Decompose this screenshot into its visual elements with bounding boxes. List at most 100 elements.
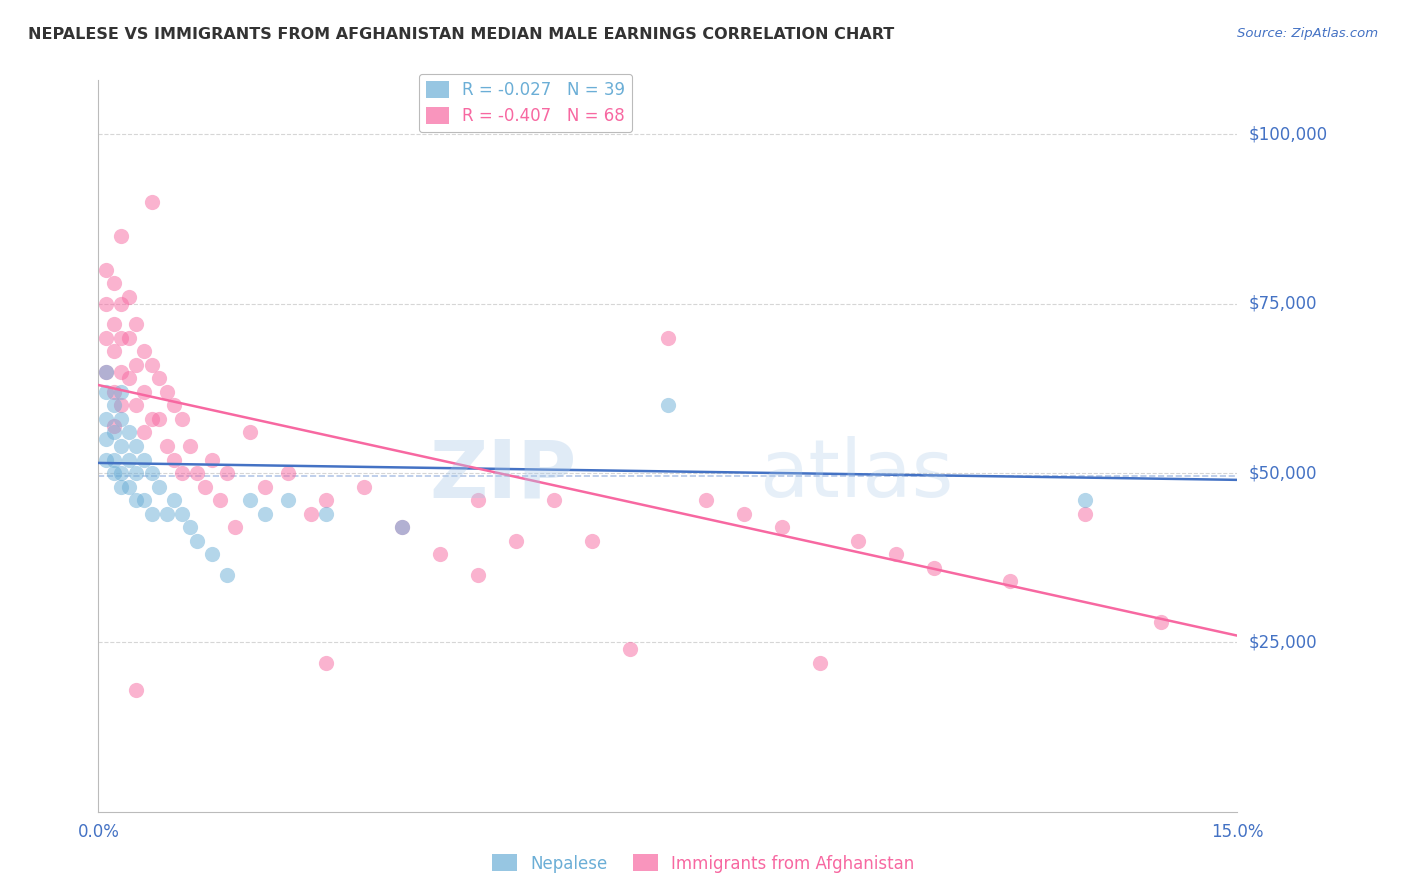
Point	[1074, 507, 1097, 521]
Point	[505, 533, 527, 548]
Text: $25,000: $25,000	[1249, 633, 1317, 651]
Point	[141, 412, 163, 426]
Point	[118, 452, 141, 467]
Point	[657, 398, 679, 412]
Point	[315, 493, 337, 508]
Point	[353, 480, 375, 494]
Point	[846, 533, 869, 548]
Legend: Nepalese, Immigrants from Afghanistan: Nepalese, Immigrants from Afghanistan	[485, 847, 921, 880]
Point	[239, 425, 262, 440]
Point	[170, 507, 193, 521]
Point	[733, 507, 755, 521]
Point	[110, 466, 132, 480]
Point	[186, 466, 208, 480]
Point	[141, 358, 163, 372]
Point	[94, 331, 117, 345]
Text: $100,000: $100,000	[1249, 126, 1327, 144]
Point	[118, 290, 141, 304]
Text: ZIP: ZIP	[429, 436, 576, 515]
Point	[148, 412, 170, 426]
Point	[110, 412, 132, 426]
Point	[770, 520, 793, 534]
Point	[132, 425, 155, 440]
Point	[125, 439, 148, 453]
Point	[224, 520, 246, 534]
Point	[110, 364, 132, 378]
Point	[118, 331, 141, 345]
Point	[429, 547, 451, 561]
Point	[132, 344, 155, 359]
Point	[391, 520, 413, 534]
Point	[132, 452, 155, 467]
Point	[110, 439, 132, 453]
Point	[1074, 493, 1097, 508]
Point	[179, 520, 201, 534]
Point	[94, 263, 117, 277]
Point	[110, 398, 132, 412]
Point	[254, 507, 277, 521]
Point	[103, 277, 125, 291]
Point	[299, 507, 322, 521]
Point	[94, 432, 117, 446]
Point	[239, 493, 262, 508]
Point	[315, 507, 337, 521]
Point	[170, 412, 193, 426]
Text: $50,000: $50,000	[1249, 464, 1317, 482]
Text: atlas: atlas	[759, 436, 953, 515]
Point	[657, 331, 679, 345]
Point	[118, 425, 141, 440]
Point	[103, 466, 125, 480]
Point	[141, 466, 163, 480]
Point	[467, 493, 489, 508]
Point	[110, 384, 132, 399]
Point	[148, 480, 170, 494]
Point	[132, 493, 155, 508]
Point	[94, 297, 117, 311]
Point	[1150, 615, 1173, 629]
Point	[94, 384, 117, 399]
Point	[998, 574, 1021, 589]
Point	[391, 520, 413, 534]
Point	[186, 533, 208, 548]
Point	[163, 452, 186, 467]
Point	[103, 384, 125, 399]
Point	[132, 384, 155, 399]
Point	[103, 425, 125, 440]
Point	[201, 547, 224, 561]
Point	[103, 418, 125, 433]
Point	[217, 567, 239, 582]
Point	[254, 480, 277, 494]
Point	[125, 466, 148, 480]
Text: $75,000: $75,000	[1249, 294, 1317, 313]
Point	[884, 547, 907, 561]
Point	[581, 533, 603, 548]
Point	[110, 480, 132, 494]
Point	[163, 493, 186, 508]
Point	[103, 344, 125, 359]
Point	[94, 364, 117, 378]
Point	[163, 398, 186, 412]
Text: Source: ZipAtlas.com: Source: ZipAtlas.com	[1237, 27, 1378, 40]
Point	[94, 452, 117, 467]
Point	[103, 317, 125, 331]
Legend: R = -0.027   N = 39, R = -0.407   N = 68: R = -0.027 N = 39, R = -0.407 N = 68	[419, 74, 631, 132]
Point	[543, 493, 565, 508]
Point	[217, 466, 239, 480]
Point	[125, 682, 148, 697]
Point	[695, 493, 717, 508]
Point	[125, 317, 148, 331]
Point	[125, 358, 148, 372]
Point	[125, 493, 148, 508]
Point	[141, 195, 163, 210]
Point	[110, 297, 132, 311]
Point	[277, 493, 299, 508]
Point	[148, 371, 170, 385]
Point	[103, 398, 125, 412]
Point	[179, 439, 201, 453]
Point	[125, 398, 148, 412]
Point	[103, 452, 125, 467]
Point	[141, 507, 163, 521]
Point	[922, 561, 945, 575]
Point	[808, 656, 831, 670]
Point	[194, 480, 217, 494]
